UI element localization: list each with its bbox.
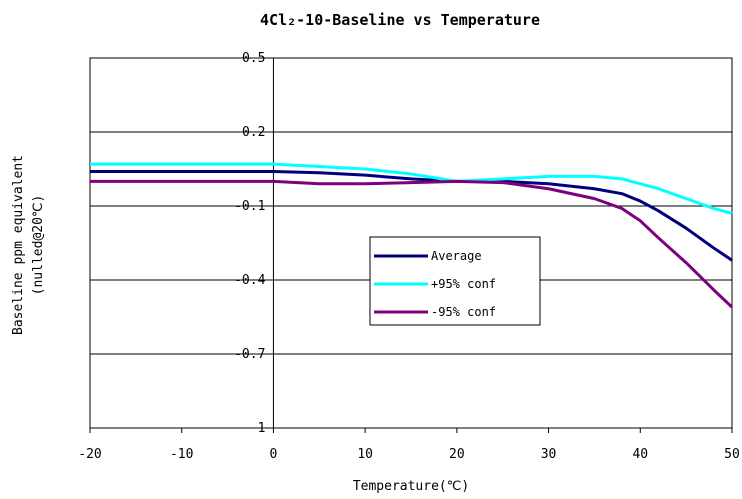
x-tick-label: -20: [78, 447, 101, 462]
legend-box: [369, 236, 541, 326]
x-tick-label: 0: [270, 447, 278, 462]
y-tick-label: 1: [258, 421, 266, 436]
y-axis-ticks: 0.5 0.2 -0.1 -0.4 -0.7 1: [234, 51, 274, 436]
plot-area: [89, 57, 734, 429]
y-axis-label: Baseline ppm equivalent: [11, 155, 26, 335]
x-tick-label: 30: [541, 447, 557, 462]
series-line-2: [90, 162, 733, 215]
x-tick-label: 10: [357, 447, 373, 462]
legend-label: -95% conf: [431, 305, 496, 319]
grid: [90, 57, 732, 429]
y-tick-label: 0.2: [242, 125, 265, 140]
y-tick-label: -0.1: [234, 199, 265, 214]
x-tick-label: 20: [449, 447, 465, 462]
chart-title: 4Cl₂-10-Baseline vs Temperature: [260, 11, 540, 29]
legend-label: Average: [431, 249, 482, 263]
series-line-1: [90, 169, 733, 262]
y-tick-label: -0.4: [234, 273, 265, 288]
legend: Average +95% conf -95% conf: [369, 236, 541, 326]
y-tick-label: 0.5: [242, 51, 265, 66]
x-axis-ticks: -20 -10 0 10 20 30 40 50: [78, 428, 740, 462]
x-axis-label: Temperature(℃): [353, 479, 469, 494]
y-axis-label-2: (nulled@20℃): [31, 195, 46, 296]
series-line-3: [90, 179, 734, 309]
x-tick-label: 40: [632, 447, 648, 462]
y-tick-label: -0.7: [234, 347, 265, 362]
legend-label: +95% conf: [431, 277, 496, 291]
x-tick-label: 50: [724, 447, 740, 462]
x-tick-label: -10: [170, 447, 193, 462]
series-lines: [90, 162, 734, 309]
